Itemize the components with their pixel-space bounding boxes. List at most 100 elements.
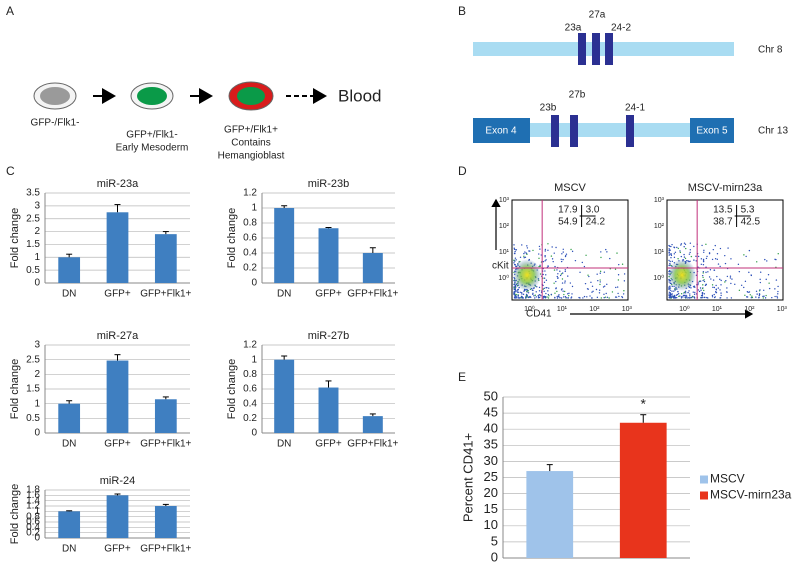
event-dot: [694, 286, 696, 288]
panel-label: D: [458, 164, 467, 178]
event-dot: [680, 293, 683, 295]
event-dot: [561, 282, 564, 284]
bar: [58, 403, 81, 433]
x-tick-label: DN: [62, 439, 76, 450]
event-dot: [765, 294, 767, 297]
event-dot: [523, 255, 525, 258]
event-dot: [697, 255, 700, 258]
event-dot: [726, 291, 728, 293]
event-dot: [715, 290, 717, 293]
event-dot: [712, 248, 715, 251]
event-dot: [719, 278, 721, 281]
event-dot: [514, 284, 516, 286]
event-dot: [689, 295, 691, 297]
event-dot: [775, 258, 777, 261]
flow-x-label: CD41: [526, 309, 552, 320]
event-dot: [670, 254, 673, 257]
event-dot: [561, 272, 564, 274]
event-dot: [717, 263, 720, 265]
event-dot: [701, 292, 703, 294]
event-dot: [543, 277, 546, 279]
event-dot: [567, 297, 569, 299]
mir-label: 24-2: [611, 23, 631, 34]
event-dot: [689, 251, 691, 254]
event-dot: [589, 295, 591, 297]
event-dot: [758, 294, 761, 297]
event-dot: [686, 295, 688, 297]
event-dot: [777, 293, 779, 295]
event-dot: [685, 247, 687, 250]
event-dot: [545, 292, 547, 295]
event-dot: [694, 291, 696, 294]
y-tick-label: 2.5: [26, 354, 40, 365]
event-dot: [618, 295, 620, 298]
event-dot: [771, 296, 773, 299]
event-dot: [668, 252, 670, 254]
cell-label: Early Mesoderm: [116, 143, 189, 154]
event-dot: [523, 290, 525, 292]
event-dot: [547, 243, 549, 245]
event-dot: [614, 268, 617, 271]
bar: [106, 360, 129, 433]
event-dot: [707, 297, 709, 299]
nucleus: [40, 87, 70, 105]
event-dot: [679, 250, 681, 252]
event-dot: [683, 246, 685, 248]
event-dot: [705, 257, 708, 260]
x-tick-label: GFP+Flk1+: [140, 439, 191, 450]
event-dot: [749, 294, 751, 296]
y-tick-label: 1: [34, 252, 40, 263]
event-dot: [669, 285, 671, 287]
event-dot: [693, 293, 696, 295]
y-tick-label: 0: [34, 278, 40, 289]
event-dot: [548, 295, 550, 297]
event-dot: [535, 296, 538, 298]
event-dot: [687, 297, 689, 299]
event-dot: [711, 294, 714, 297]
chr-label: Chr 13: [758, 126, 788, 137]
x-tick-label: GFP+: [104, 544, 131, 555]
event-dot: [570, 248, 572, 251]
event-dot: [597, 279, 599, 282]
event-dot: [515, 293, 517, 296]
event-dot: [671, 290, 673, 292]
event-dot: [702, 272, 704, 274]
mir-label: 24-1: [625, 103, 645, 114]
event-dot: [554, 265, 556, 268]
bar: [619, 422, 667, 558]
event-dot: [599, 279, 601, 281]
event-dot: [710, 278, 712, 280]
legend-swatch: [700, 491, 708, 500]
event-dot: [608, 297, 610, 299]
flow-x-tick: 10¹: [557, 306, 568, 313]
event-dot: [622, 293, 625, 295]
cell-label: Contains: [231, 138, 270, 149]
event-dot: [530, 296, 532, 299]
bar: [106, 212, 129, 283]
density-core: [668, 259, 697, 291]
event-dot: [724, 262, 727, 265]
event-dot: [684, 257, 687, 260]
event-dot: [776, 297, 779, 299]
exon-label: Exon 4: [485, 126, 517, 137]
event-dot: [703, 279, 705, 281]
event-dot: [693, 297, 696, 299]
event-dot: [680, 243, 683, 245]
event-dot: [711, 296, 714, 298]
event-dot: [705, 243, 707, 246]
event-dot: [519, 256, 522, 258]
event-dot: [606, 296, 609, 298]
event-dot: [764, 258, 766, 261]
event-dot: [535, 291, 537, 293]
event-dot: [674, 289, 676, 291]
event-dot: [544, 297, 547, 299]
nucleus: [237, 87, 265, 105]
y-axis-label: Fold change: [226, 208, 238, 269]
event-dot: [602, 286, 605, 288]
y-tick-label: 3: [34, 340, 40, 351]
event-dot: [544, 256, 546, 258]
event-dot: [546, 296, 548, 298]
event-dot: [668, 249, 671, 251]
event-dot: [682, 296, 684, 298]
event-dot: [714, 258, 717, 260]
